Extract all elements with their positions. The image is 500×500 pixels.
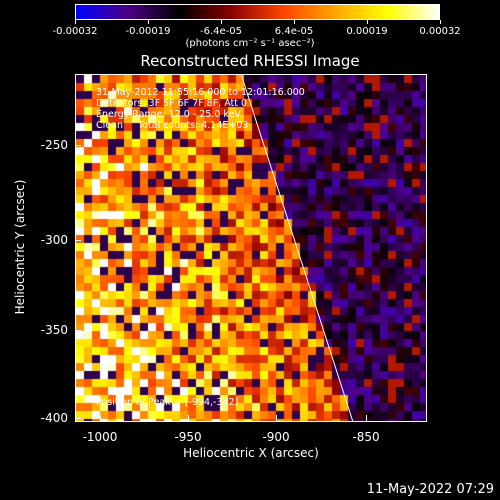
info-line-2: Detectors: 3F 5F 6F 7F 8F, Att 0 (96, 98, 248, 109)
solar-limb-line (240, 75, 354, 421)
x-tick-label: -950 (174, 430, 202, 444)
x-tick-label: -850 (352, 430, 380, 444)
y-tick-label: -300 (40, 233, 68, 247)
plot-title: Reconstructed RHESSI Image (140, 52, 360, 70)
timestamp: 11-May-2022 07:29 (366, 482, 494, 497)
limb-line-svg (240, 75, 354, 421)
y-tick-label: -400 (40, 411, 68, 425)
heatmap-canvas (76, 75, 426, 421)
x-axis-title: Heliocentric X (arcsec) (183, 446, 319, 460)
colorbar-tick (440, 20, 441, 24)
x-tick-label: -1000 (82, 430, 118, 444)
colorbar-tick (75, 20, 76, 24)
colorbar-tick-label: -0.00019 (125, 26, 171, 37)
y-axis-tick (75, 330, 81, 331)
plot-area: 31-May-2012 11:55:16.000 to 12:01:16.000… (75, 74, 427, 422)
info-line-1: 31-May-2012 11:55:16.000 to 12:01:16.000 (96, 87, 305, 98)
colorbar-tick (148, 20, 149, 24)
peak-position-label: Position of Peak = [-994,-342] (96, 397, 239, 408)
x-axis-tick (276, 415, 277, 421)
colorbar-tick-label: 0.00019 (346, 26, 388, 37)
colorbar-tick (367, 20, 368, 24)
x-tick-label: -900 (262, 430, 290, 444)
colorbar-tick-label: 0.00032 (419, 26, 461, 37)
x-axis-tick (366, 415, 367, 421)
colorbar-tick-label: -6.4e-05 (200, 26, 242, 37)
x-axis-tick (188, 415, 189, 421)
colorbar-tick-label: 6.4e-05 (274, 26, 314, 37)
x-axis-tick (100, 415, 101, 421)
y-axis-tick (75, 240, 81, 241)
y-axis-tick (75, 145, 81, 146)
colorbar-tick (294, 20, 295, 24)
colorbar-units: (photons cm⁻² s⁻¹ asec⁻²) (185, 38, 315, 49)
colorbar (75, 4, 440, 20)
info-line-4: Clean Total counts: 4.14E+03 (96, 120, 249, 131)
y-tick-label: -350 (40, 323, 68, 337)
y-tick-label: -250 (40, 138, 68, 152)
info-line-3: Energy Range: 12.0 - 25.0 keV (96, 109, 241, 120)
colorbar-tick-label: -0.00032 (52, 26, 98, 37)
y-axis-title: Heliocentric Y (arcsec) (13, 179, 27, 315)
colorbar-tick (221, 20, 222, 24)
y-axis-tick (75, 418, 81, 419)
